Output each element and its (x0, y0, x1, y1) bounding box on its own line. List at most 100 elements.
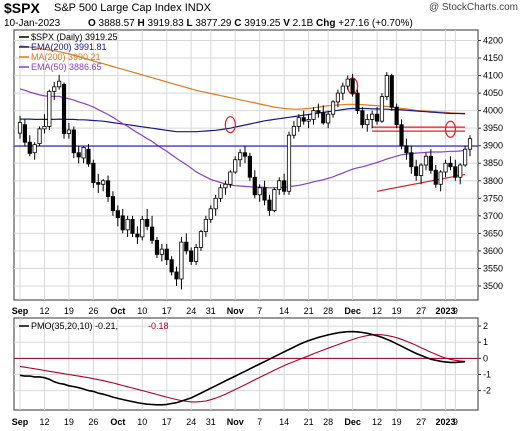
ema50-line (19, 88, 466, 189)
candle-body (228, 171, 233, 185)
candle-body (448, 162, 453, 168)
ohlc-key: L (186, 18, 193, 29)
x-tick-label: 27 (416, 417, 426, 427)
x-tick-label: 26 (88, 417, 98, 427)
candle-body (174, 271, 179, 280)
legend-entry: MA(200) 3990.21 (31, 52, 101, 62)
candle-body (311, 110, 316, 120)
y-tick-label: 3850 (483, 158, 503, 168)
candle-body (282, 180, 287, 192)
candle-body (272, 189, 277, 211)
candle-body (414, 166, 419, 176)
candle-body (365, 119, 370, 126)
x-tick-label: 7 (257, 306, 262, 316)
candle-body (57, 80, 62, 88)
x-tick-label: 9 (453, 306, 458, 316)
x-tick-label: Nov (227, 417, 244, 427)
candle-body (296, 117, 301, 127)
candle-body (326, 113, 331, 124)
candle-body (213, 197, 218, 210)
candle-body (423, 155, 429, 166)
x-tick-label: Dec (344, 306, 361, 316)
candle-body (428, 155, 433, 171)
y-tick-label: 3600 (483, 246, 503, 256)
y-tick-label: 4200 (483, 36, 503, 46)
candle-body (394, 106, 399, 126)
candle-body (257, 187, 262, 196)
candle-body (154, 239, 160, 255)
y-tick-label: 3550 (483, 263, 503, 273)
ohlc-key: H (137, 18, 145, 29)
candle-body (149, 226, 155, 241)
pmo-signal-line (19, 334, 466, 403)
candle-body (355, 92, 360, 112)
legend-entry: -0.18 (148, 321, 169, 331)
candle-body (27, 141, 32, 154)
pmo-line (19, 330, 466, 406)
x-tick-label: 10 (137, 306, 147, 316)
x-tick-label: 19 (64, 417, 74, 427)
y-tick-label: 3900 (483, 141, 503, 151)
candle-body (467, 138, 473, 150)
x-tick-label: 17 (162, 417, 172, 427)
ohlc-key: V (283, 18, 290, 29)
candle-body (71, 129, 76, 154)
y-tick-label: 3950 (483, 123, 503, 133)
candle-body (316, 110, 321, 113)
x-tick-label: 31 (206, 417, 216, 427)
candle-body (81, 147, 86, 159)
y-tick-label: -2 (483, 386, 491, 396)
candle-body (238, 152, 243, 161)
y-tick-label: 3700 (483, 211, 503, 221)
candle-body (164, 248, 169, 261)
candle-body (379, 96, 385, 122)
candle-body (61, 83, 67, 134)
x-tick-label: 31 (206, 306, 216, 316)
x-tick-label: 2023 (436, 306, 456, 316)
candle-body (330, 101, 336, 115)
candle-body (32, 144, 37, 154)
ohlc-value: 3877.29 (192, 18, 235, 29)
highlight-ellipse (444, 120, 457, 138)
x-tick-label: 12 (372, 417, 382, 427)
index-exchange: INDX (184, 2, 211, 14)
x-tick-label: Oct (110, 417, 125, 427)
x-tick-label: Oct (110, 306, 125, 316)
x-tick-label: 9 (453, 417, 458, 427)
candle-body (105, 180, 111, 197)
candle-body (42, 126, 47, 130)
candle-body (438, 171, 443, 185)
x-tick-label: 24 (186, 417, 196, 427)
candle-body (218, 187, 223, 199)
candle-body (115, 210, 120, 218)
ohlc-readout: O 3888.57 H 3919.83 L 3877.29 C 3919.25 … (88, 18, 413, 29)
candle-body (86, 148, 91, 165)
candle-body (301, 117, 306, 122)
candle-body (433, 169, 438, 185)
candle-body (47, 90, 52, 127)
x-tick-label: 12 (39, 417, 49, 427)
candle-body (350, 78, 355, 94)
x-tick-label: 28 (323, 306, 333, 316)
x-tick-label: 10 (137, 417, 147, 427)
candle-body (340, 85, 345, 94)
x-tick-label: 21 (304, 417, 314, 427)
candle-body (453, 166, 458, 178)
y-tick-label: 2 (483, 321, 488, 331)
candle-body (203, 218, 208, 233)
candle-body (247, 155, 252, 178)
candle-body (291, 126, 297, 136)
x-tick-label: 14 (279, 417, 289, 427)
candle-body (189, 250, 194, 262)
x-tick-label: 28 (323, 417, 333, 427)
candle-body (120, 215, 125, 231)
x-tick-label: 2023 (436, 417, 456, 427)
y-tick-label: 3500 (483, 281, 503, 291)
candle-body (140, 218, 145, 238)
candle-body (135, 233, 140, 238)
y-tick-label: 3750 (483, 193, 503, 203)
x-tick-label: 19 (392, 417, 402, 427)
x-tick-label: 14 (279, 306, 289, 316)
ohlc-value: 3919.83 (144, 18, 187, 29)
x-tick-label: 27 (416, 306, 426, 316)
